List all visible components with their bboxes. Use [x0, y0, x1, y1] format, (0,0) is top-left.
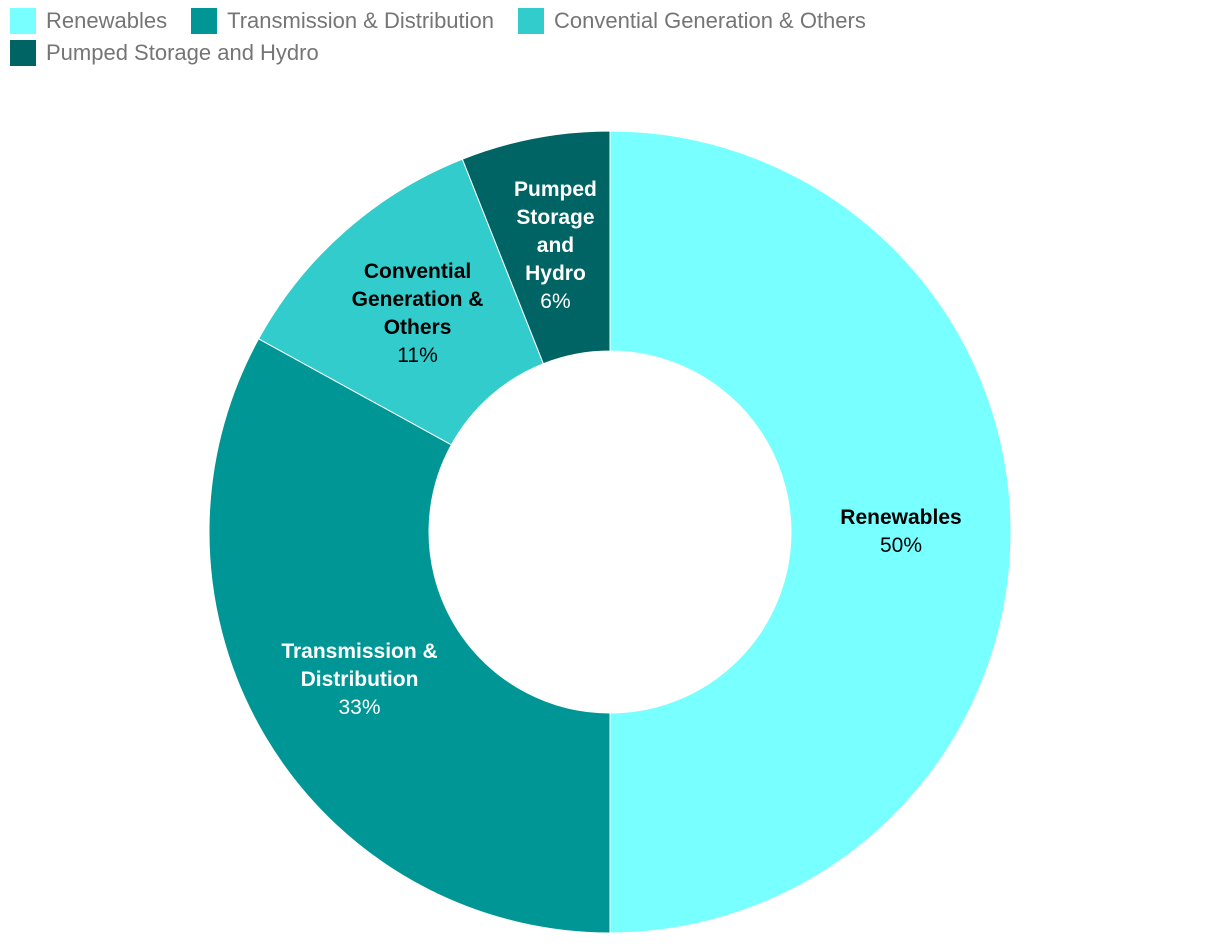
- slice-label: Transmission & Distribution 33%: [270, 638, 450, 722]
- legend-swatch: [10, 8, 36, 34]
- slice-value: 50%: [879, 534, 923, 557]
- slice-value: 6%: [540, 290, 571, 314]
- slice-category: Transmission & Distribution: [281, 640, 438, 692]
- legend-text: Renewables: [46, 8, 168, 33]
- slice-label: Renewables 50%: [811, 504, 991, 560]
- donut-slice: [609, 130, 1012, 934]
- slice-label: Pumped Storage and Hydro 6%: [506, 176, 604, 316]
- legend-text: Transmission & Distribution: [227, 8, 495, 33]
- slice-category: Convential Generation & Others: [351, 259, 484, 339]
- slice-value: 11%: [397, 343, 438, 367]
- legend-swatch: [10, 40, 36, 66]
- legend-item: Convential Generation & Others: [518, 8, 866, 34]
- legend-text: Convential Generation & Others: [554, 8, 866, 33]
- legend-swatch: [518, 8, 545, 34]
- legend-swatch: [191, 8, 218, 34]
- donut-slice: [208, 338, 611, 934]
- legend-item: Renewables: [10, 8, 167, 34]
- legend-item: Transmission & Distribution: [191, 8, 494, 34]
- slice-label: Convential Generation & Others 11%: [329, 258, 506, 370]
- slice-category: Pumped Storage and Hydro: [514, 178, 597, 286]
- legend: Renewables Transmission & Distribution Con…: [10, 8, 970, 66]
- donut-slice: [461, 130, 611, 365]
- legend-text: Pumped Storage and Hydro: [46, 40, 319, 65]
- slice-value: 33%: [338, 696, 381, 720]
- donut-slice: [257, 158, 545, 446]
- slice-category: Renewables: [840, 506, 962, 529]
- legend-item: Pumped Storage and Hydro: [10, 40, 319, 66]
